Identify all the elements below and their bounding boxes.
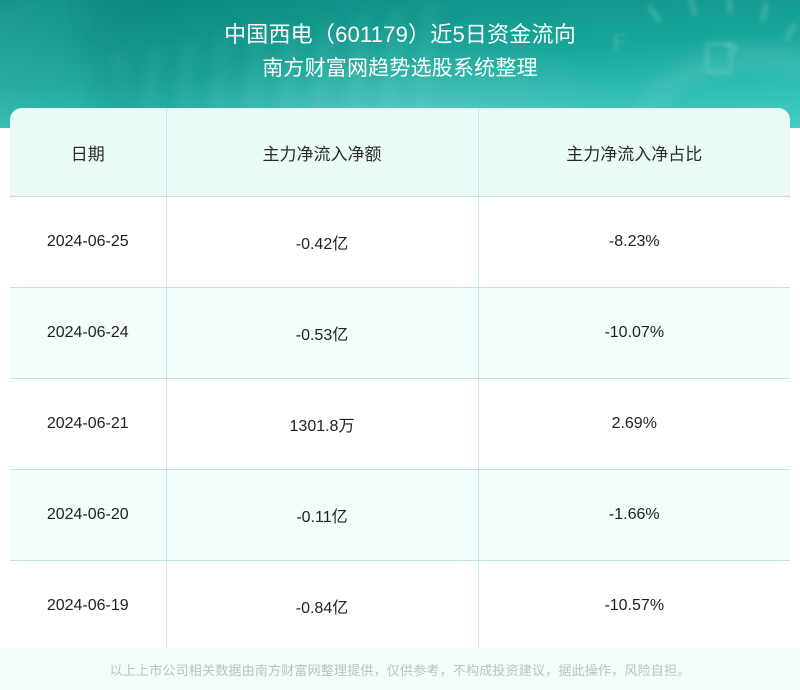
table-row: 2024-06-24 -0.53亿 -10.07% bbox=[10, 287, 790, 379]
footer-bar: 以上上市公司相关数据由南方财富网整理提供，仅供参考，不构成投资建议，据此操作，风… bbox=[0, 648, 800, 690]
cell-amount: -0.53亿 bbox=[166, 287, 479, 379]
cell-date: 2024-06-24 bbox=[10, 287, 167, 379]
cell-ratio: -10.57% bbox=[478, 560, 790, 652]
cell-amount: -0.42亿 bbox=[166, 196, 479, 288]
cell-amount: -0.11亿 bbox=[166, 469, 479, 561]
table-body: 2024-06-25 -0.42亿 -8.23% 2024-06-24 -0.5… bbox=[10, 196, 790, 652]
cell-amount: 1301.8万 bbox=[166, 378, 479, 470]
page-subtitle: 南方财富网趋势选股系统整理 bbox=[262, 57, 538, 80]
page-title: 中国西电（601179）近5日资金流向 bbox=[224, 22, 576, 47]
banner-title-block: 中国西电（601179）近5日资金流向 南方财富网趋势选股系统整理 bbox=[0, 0, 800, 85]
cell-date: 2024-06-25 bbox=[10, 196, 167, 288]
cell-date: 2024-06-19 bbox=[10, 560, 167, 652]
table-header: 日期 主力净流入净额 主力净流入净占比 bbox=[10, 108, 790, 197]
cell-ratio: -1.66% bbox=[478, 469, 790, 561]
column-header-amount: 主力净流入净额 bbox=[166, 108, 479, 197]
column-header-date: 日期 bbox=[10, 108, 167, 197]
cell-date: 2024-06-21 bbox=[10, 378, 167, 470]
table-row: 2024-06-25 -0.42亿 -8.23% bbox=[10, 196, 790, 288]
table-row: 2024-06-20 -0.11亿 -1.66% bbox=[10, 469, 790, 561]
table-row: 2024-06-19 -0.84亿 -10.57% bbox=[10, 560, 790, 652]
cell-ratio: -8.23% bbox=[478, 196, 790, 288]
cell-amount: -0.84亿 bbox=[166, 560, 479, 652]
fund-flow-table: 日期 主力净流入净额 主力净流入净占比 2024-06-25 -0.42亿 -8… bbox=[10, 108, 790, 652]
cell-date: 2024-06-20 bbox=[10, 469, 167, 561]
table-header-row: 日期 主力净流入净额 主力净流入净占比 bbox=[10, 108, 790, 197]
cell-ratio: -10.07% bbox=[478, 287, 790, 379]
column-header-ratio: 主力净流入净占比 bbox=[478, 108, 790, 197]
disclaimer-text: 以上上市公司相关数据由南方财富网整理提供，仅供参考，不构成投资建议，据此操作，风… bbox=[109, 662, 691, 678]
table-card: 日期 主力净流入净额 主力净流入净占比 2024-06-25 -0.42亿 -8… bbox=[10, 108, 790, 652]
table-row: 2024-06-21 1301.8万 2.69% bbox=[10, 378, 790, 470]
cell-ratio: 2.69% bbox=[478, 378, 790, 470]
